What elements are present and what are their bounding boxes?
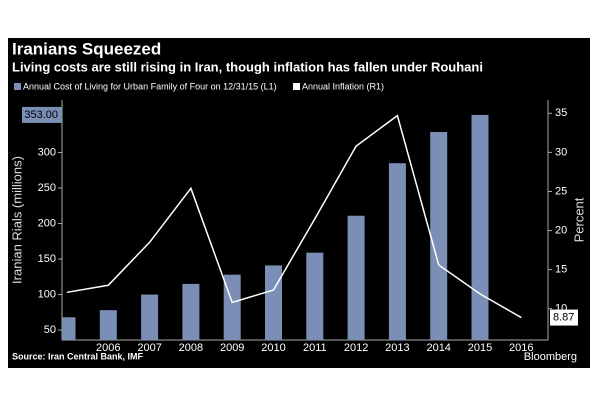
y2-tick-label: 30 bbox=[555, 146, 567, 158]
x-tick-label: 2013 bbox=[385, 342, 409, 354]
plot-area bbox=[62, 114, 522, 340]
bar bbox=[471, 114, 489, 340]
value-label-box bbox=[22, 106, 62, 123]
legend-label: Annual Inflation (R1) bbox=[302, 81, 384, 91]
bar bbox=[182, 283, 200, 340]
y-tick-label: 100 bbox=[38, 288, 56, 300]
value-label-box bbox=[550, 309, 578, 326]
x-tick-label: 2016 bbox=[509, 342, 533, 354]
bar bbox=[62, 317, 76, 340]
x-tick-label: 2012 bbox=[344, 342, 368, 354]
y-tick-label: 250 bbox=[38, 182, 56, 194]
y-tick-label: 200 bbox=[38, 217, 56, 229]
x-tick-label: 2009 bbox=[220, 342, 244, 354]
bar bbox=[430, 131, 448, 340]
bar bbox=[141, 294, 159, 340]
line bbox=[66, 114, 522, 319]
y-tick-label: 300 bbox=[38, 146, 56, 158]
x-tick-label: 2010 bbox=[261, 342, 285, 354]
x-tick-label: 2008 bbox=[179, 342, 203, 354]
y2-axis-title: Percent bbox=[571, 197, 586, 242]
y-tick-label: 50 bbox=[44, 324, 56, 336]
bar bbox=[388, 163, 406, 340]
source: Source: Iran Central Bank, IMF bbox=[12, 351, 144, 361]
y2-tick-label: 15 bbox=[555, 264, 567, 276]
chart-subtitle: Living costs are still rising in Iran, t… bbox=[12, 59, 483, 74]
x-tick-label: 2015 bbox=[468, 342, 492, 354]
bar bbox=[347, 215, 365, 340]
y-tick-label: 150 bbox=[38, 253, 56, 265]
legend-swatch bbox=[14, 83, 21, 90]
bar bbox=[99, 310, 117, 340]
value-label: 8.87 bbox=[553, 311, 574, 323]
legend-swatch bbox=[293, 83, 300, 90]
legend-label: Annual Cost of Living for Urban Family o… bbox=[23, 81, 277, 91]
y2-tick-label: 25 bbox=[555, 185, 567, 197]
y2-tick-label: 20 bbox=[555, 224, 567, 236]
x-tick-label: 2011 bbox=[303, 342, 327, 354]
y-axis-title: Iranian Rials (millions) bbox=[9, 156, 24, 284]
x-tick-label: 2007 bbox=[137, 342, 161, 354]
value-label: 353.00 bbox=[24, 109, 58, 121]
bar bbox=[265, 265, 282, 340]
chart-title: Iranians Squeezed bbox=[12, 39, 161, 58]
x-tick-label: 2014 bbox=[426, 342, 450, 354]
bar bbox=[306, 252, 324, 340]
x-tick-label: 2006 bbox=[96, 342, 120, 354]
y2-tick-label: 35 bbox=[555, 107, 567, 119]
brand: Bloomberg bbox=[524, 351, 577, 363]
